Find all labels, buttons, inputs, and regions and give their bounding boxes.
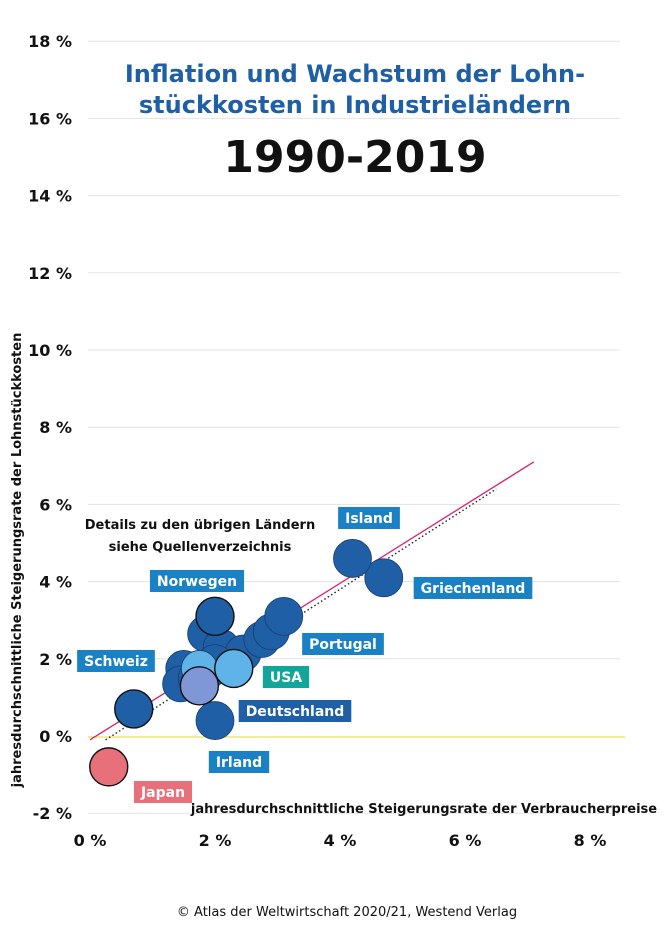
- x-tick-label: 6 %: [449, 831, 482, 850]
- label-deutschland: Deutschland: [238, 700, 352, 722]
- point-griechenland: [364, 558, 404, 598]
- label-text: USA: [270, 670, 302, 686]
- chart-subtitle: 1990-2019: [223, 132, 486, 183]
- y-tick-label: 18 %: [28, 32, 72, 51]
- point-usa: [214, 648, 254, 689]
- label-box: [413, 577, 533, 599]
- y-tick-label: 8 %: [39, 418, 72, 437]
- label-text: Griechenland: [421, 581, 526, 597]
- y-tick-label: 0 %: [39, 727, 72, 746]
- chart-title-line-2: stückkosten in Industrieländern: [139, 91, 571, 119]
- trend-line: [89, 461, 535, 741]
- label-box: [238, 700, 352, 722]
- label-box: [262, 666, 310, 688]
- y-tick-label: 16 %: [28, 109, 72, 128]
- label-box: [302, 633, 384, 655]
- y-tick-label: 2 %: [39, 650, 72, 669]
- y-axis-label: jahresdurchschnittliche Steigerungsrate …: [10, 333, 25, 789]
- label-box: [77, 650, 155, 672]
- label-schweiz: Schweiz: [77, 650, 155, 672]
- x-tick-label: 4 %: [324, 831, 357, 850]
- label-japan: Japan: [133, 781, 193, 803]
- chart-title-line-1: Inflation und Wachstum der Lohn-: [125, 60, 585, 88]
- label-irland: Irland: [208, 751, 270, 773]
- x-tick-label: 0 %: [74, 831, 107, 850]
- x-tick-label: 2 %: [199, 831, 232, 850]
- label-text: Schweiz: [84, 654, 148, 670]
- x-tick-label: 8 %: [574, 831, 607, 850]
- point-irland: [179, 666, 220, 706]
- point-schweiz: [114, 689, 154, 729]
- x-axis-label: jahresdurchschnittliche Steigerungsrate …: [190, 802, 657, 817]
- label-text: Portugal: [309, 637, 377, 653]
- y-tick-label: -2 %: [33, 804, 72, 823]
- label-island: Island: [338, 507, 400, 529]
- label-norwegen: Norwegen: [149, 570, 245, 592]
- y-tick-label: 4 %: [39, 573, 72, 592]
- label-box: [133, 781, 193, 803]
- y-tick-label: 6 %: [39, 495, 72, 514]
- label-text: Island: [345, 511, 393, 527]
- note-line-2: siehe Quellenverzeichnis: [109, 540, 292, 555]
- note-line-1: Details zu den übrigen Ländern: [85, 518, 315, 533]
- label-griechenland: Griechenland: [413, 577, 533, 599]
- y-tick-label: 10 %: [28, 341, 72, 360]
- label-box: [338, 507, 400, 529]
- point-deutschland: [195, 701, 235, 740]
- label-usa: USA: [262, 666, 310, 688]
- label-box: [149, 570, 245, 592]
- point-portugal: [264, 596, 304, 636]
- y-tick-label: 14 %: [28, 187, 72, 206]
- y-tick-label: 12 %: [28, 264, 72, 283]
- point-island: [333, 539, 372, 578]
- point-japan: [89, 747, 129, 787]
- data-points: [89, 539, 404, 787]
- label-box: [208, 751, 270, 773]
- credit: © Atlas der Weltwirtschaft 2020/21, West…: [177, 905, 517, 920]
- reference-lines: [89, 461, 535, 741]
- label-text: Japan: [140, 785, 185, 801]
- y-axis: -2 % 0 % 2 % 4 % 6 % 8 % 10 % 12 % 14 % 16 % 18 %: [28, 32, 72, 823]
- label-text: Irland: [216, 755, 262, 771]
- label-portugal: Portugal: [302, 633, 384, 655]
- point-labels: Island Griechenland Norwegen Portugal Schwei…: [77, 507, 533, 803]
- label-text: Norwegen: [157, 574, 237, 590]
- x-axis: 0 % 2 % 4 % 6 % 8 %: [74, 831, 607, 850]
- label-text: Deutschland: [246, 704, 345, 720]
- point-norwegen: [195, 596, 235, 637]
